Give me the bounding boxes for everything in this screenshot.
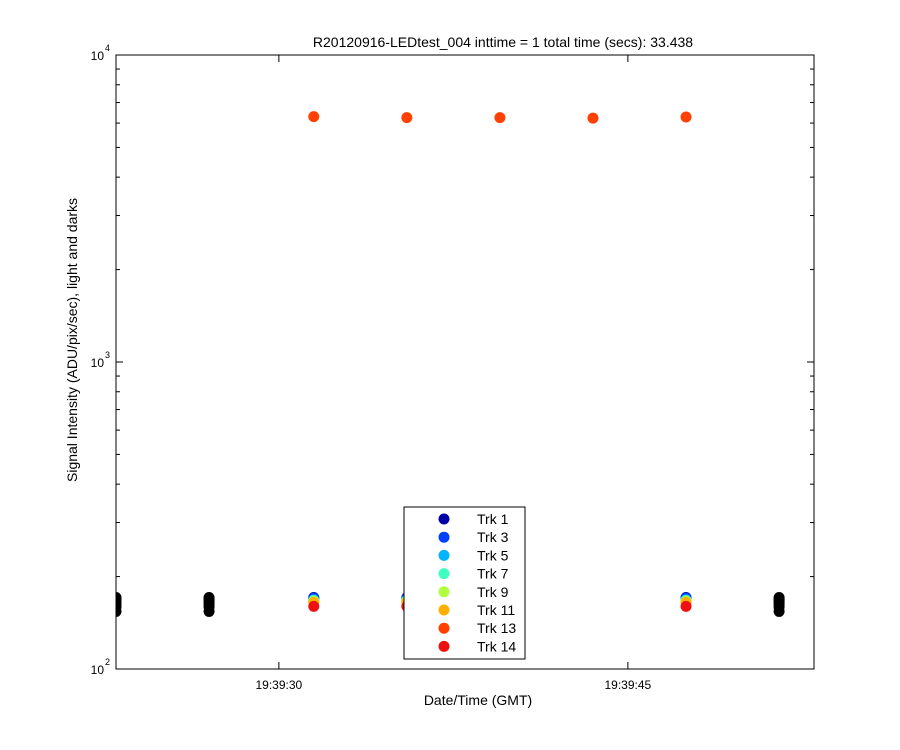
x-tick-label: 19:39:30 xyxy=(256,678,303,692)
legend-label: Trk 5 xyxy=(477,547,509,563)
legend-label: Trk 3 xyxy=(477,529,509,545)
legend-label: Trk 1 xyxy=(477,511,509,527)
legend: Trk 1 Trk 3 Trk 5 Trk 7 Trk 9 Trk 11 Trk 13 Trk… xyxy=(403,506,526,660)
legend-label: Trk 7 xyxy=(477,566,509,582)
data-point xyxy=(867,598,878,609)
legend-box xyxy=(403,506,526,660)
data-point xyxy=(680,111,692,123)
dark-data-point xyxy=(867,602,878,613)
legend-label: Trk 9 xyxy=(477,584,509,600)
data-point xyxy=(494,112,506,124)
dark-data-point xyxy=(203,605,215,617)
y-tick-label-base: 10 xyxy=(91,663,105,677)
dark-data-point xyxy=(867,598,878,609)
legend-marker xyxy=(438,513,450,525)
dark-data-point xyxy=(867,596,878,607)
data-point xyxy=(867,594,878,605)
data-points xyxy=(116,111,878,617)
legend-marker xyxy=(438,549,450,561)
legend-marker xyxy=(438,586,450,598)
y-tick-label-exponent: 2 xyxy=(105,657,110,667)
data-point xyxy=(867,597,878,608)
data-point xyxy=(867,600,878,611)
x-tick-label: 19:39:45 xyxy=(605,678,652,692)
data-point xyxy=(867,599,878,610)
legend-label: Trk 14 xyxy=(477,638,516,654)
dark-data-point xyxy=(867,594,878,605)
y-tick-label-exponent: 3 xyxy=(105,350,110,360)
data-point xyxy=(867,596,878,607)
dark-data-point xyxy=(116,605,122,617)
data-point xyxy=(401,112,413,124)
legend-label: Trk 13 xyxy=(477,620,516,636)
dark-data-point xyxy=(867,606,878,617)
axis-ticks xyxy=(116,54,814,670)
y-axis-title: Signal Intensity (ADU/pix/sec), light an… xyxy=(64,198,80,482)
data-point xyxy=(587,112,599,124)
dark-data-point xyxy=(867,592,878,603)
data-point xyxy=(308,111,320,123)
data-point xyxy=(680,600,692,612)
legend-marker xyxy=(438,604,450,616)
dark-data-point xyxy=(773,605,785,617)
y-tick-label-exponent: 4 xyxy=(105,43,110,53)
x-axis-title: Date/Time (GMT) xyxy=(424,692,532,708)
legend-marker xyxy=(438,531,450,543)
y-tick-label-base: 10 xyxy=(91,356,105,370)
data-point xyxy=(308,600,320,612)
data-point xyxy=(867,598,878,609)
legend-marker xyxy=(438,640,450,652)
legend-marker xyxy=(438,622,450,634)
legend-marker xyxy=(438,568,450,580)
legend-label: Trk 11 xyxy=(477,602,515,618)
chart-title: R20120916-LEDtest_004 inttime = 1 total … xyxy=(313,34,693,50)
y-tick-label-base: 10 xyxy=(91,49,105,63)
